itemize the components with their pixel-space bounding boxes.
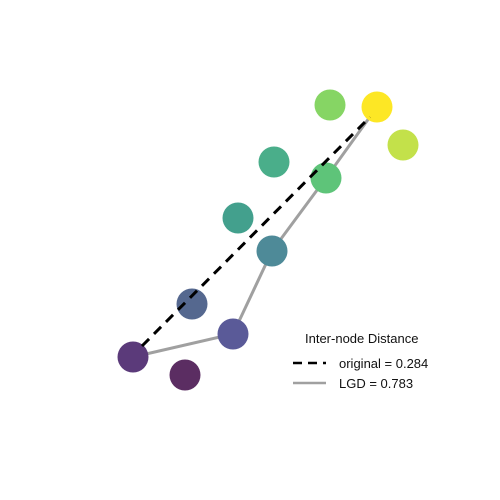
original-line [140, 115, 372, 348]
legend: Inter-node Distance original = 0.284 LGD… [293, 331, 428, 391]
legend-label-lgd: LGD = 0.783 [339, 376, 413, 391]
node-group [117, 89, 419, 391]
node-n5 [256, 235, 288, 267]
node-n1 [117, 341, 149, 373]
node-n9 [314, 89, 346, 121]
legend-label-original: original = 0.284 [339, 356, 428, 371]
node-n6 [222, 202, 254, 234]
node-n3 [217, 318, 249, 350]
node-n10 [361, 91, 393, 123]
node-n7 [258, 146, 290, 178]
legend-title: Inter-node Distance [305, 331, 418, 346]
node-n8 [310, 162, 342, 194]
node-n4 [176, 288, 208, 320]
node-n2 [169, 359, 201, 391]
node-n11 [387, 129, 419, 161]
